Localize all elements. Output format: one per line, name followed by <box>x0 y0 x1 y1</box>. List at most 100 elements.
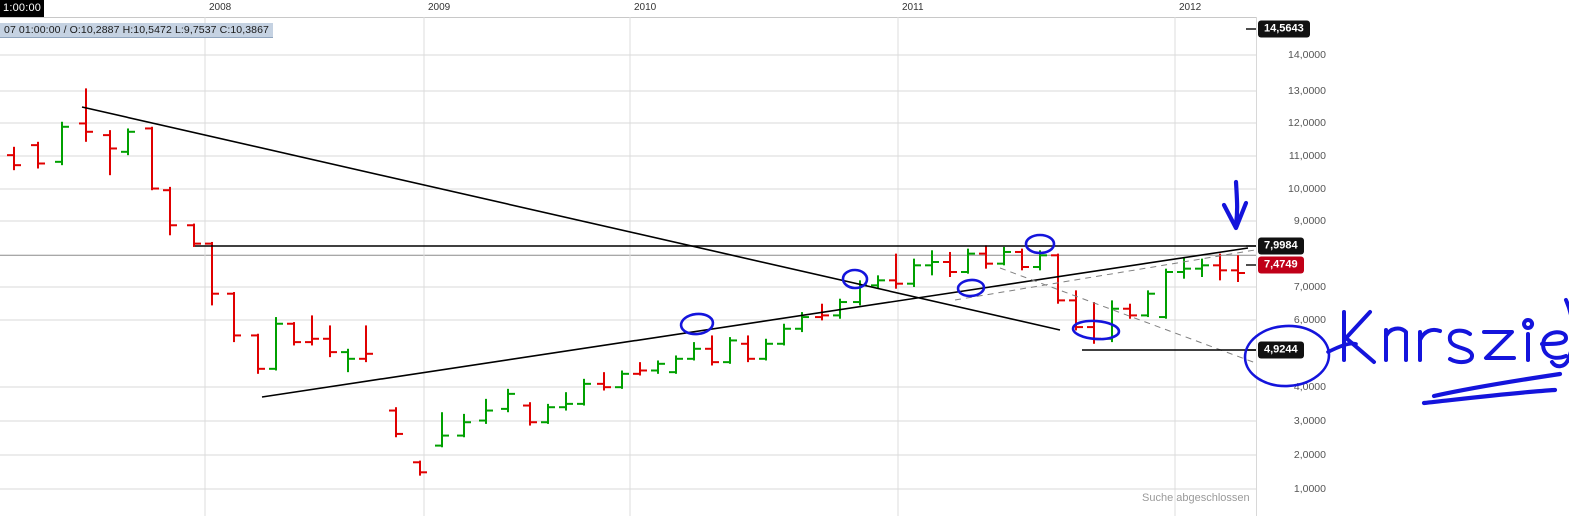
price-tick-label: 13,0000 <box>1288 85 1326 97</box>
ohlc-bar <box>687 342 701 361</box>
price-tick-label: 1,0000 <box>1293 483 1326 495</box>
underline-2 <box>1421 387 1558 406</box>
ohlc-bar <box>943 251 957 278</box>
ohlc-bar <box>1105 300 1119 343</box>
ohlc-bar <box>705 335 719 366</box>
chart-svg <box>0 17 1256 516</box>
search-status-text: Suche abgeschlossen <box>1142 492 1250 504</box>
ohlc-bar <box>1087 302 1101 344</box>
ohlc-bar <box>633 362 647 376</box>
trendlines <box>81 28 1256 398</box>
ohlc-bar <box>1141 290 1155 318</box>
ohlc-bar <box>305 315 319 346</box>
ohlc-bar <box>1051 253 1065 304</box>
year-label-2012: 2012 <box>1179 2 1202 13</box>
price-tick-label: 4,0000 <box>1293 381 1326 393</box>
projection-lower <box>999 267 1256 364</box>
last-price-tag[interactable]: 7,4749 <box>1258 256 1304 274</box>
time-cursor-label: 1:00:00 <box>0 0 45 17</box>
price-tick-label: 7,0000 <box>1293 281 1326 293</box>
chart-plot-area[interactable] <box>0 17 1256 516</box>
descending-resistance <box>81 106 1061 331</box>
ohlc-bar <box>1123 303 1137 319</box>
ohlc-bar <box>187 223 201 247</box>
price-axis[interactable]: 14,0000 13,0000 12,0000 11,0000 10,0000 9,000… <box>1256 17 1330 516</box>
ohlc-bar <box>341 348 355 373</box>
ohlc-bar <box>227 292 241 343</box>
price-tick-label: 2,0000 <box>1293 449 1326 461</box>
ohlc-bar <box>559 392 573 411</box>
ohlc-bar <box>759 338 773 361</box>
price-tick-label: 9,0000 <box>1293 215 1326 227</box>
ohlc-bar <box>389 407 403 438</box>
ascending-support <box>261 247 1249 398</box>
ohlc-bar <box>145 126 159 191</box>
ohlc-bar <box>651 360 665 374</box>
ohlc-bar <box>1015 248 1029 271</box>
ohlc-bar <box>79 88 93 142</box>
ohlc-bar <box>1177 256 1191 279</box>
underline-1 <box>1431 371 1563 399</box>
ohlc-bar <box>1231 255 1245 283</box>
year-gridlines <box>204 17 1176 516</box>
ink-z <box>1482 330 1516 360</box>
price-tick-label: 3,0000 <box>1293 415 1326 427</box>
year-label-2011: 2011 <box>902 2 924 13</box>
ohlc-bar <box>323 325 337 358</box>
ohlc-bar <box>615 370 629 389</box>
ink-i <box>1522 318 1535 362</box>
ink-l <box>1550 298 1569 369</box>
ohlc-bar <box>889 253 903 289</box>
ohlc-bar <box>523 402 537 426</box>
ohlc-bar <box>55 121 69 166</box>
ohlc-bar <box>1159 268 1173 319</box>
ohlc-bar <box>163 186 177 236</box>
ohlc-bar <box>541 403 555 424</box>
ohlc-bar <box>777 323 791 346</box>
ink-u <box>1384 326 1408 362</box>
ohlc-bar <box>121 128 135 156</box>
ohlc-bar <box>7 146 21 171</box>
ohlc-bar <box>871 275 885 289</box>
target-price-tag[interactable]: 4,9244 <box>1258 341 1304 359</box>
ink-s <box>1447 328 1474 365</box>
ohlc-bar <box>251 333 265 374</box>
ohlc-bar <box>31 141 45 169</box>
ohlc-bar <box>997 246 1011 266</box>
grid-lines <box>0 54 1256 490</box>
ohlc-bar <box>205 241 219 306</box>
ohlc-bar <box>501 388 515 413</box>
ohlc-bar <box>435 412 449 448</box>
price-tick-label: 12,0000 <box>1288 117 1326 129</box>
ohlc-bar <box>741 335 755 363</box>
time-axis[interactable]: 1:00:00 2008 2009 2010 2011 2012 <box>0 0 1329 18</box>
ohlc-bar <box>669 355 683 374</box>
ohlc-bar <box>287 322 301 346</box>
ohlc-bar <box>961 248 975 274</box>
ohlc-bar <box>597 372 611 391</box>
crosshair-price-tag[interactable]: 14,5643 <box>1258 20 1310 38</box>
year-label-2009: 2009 <box>428 2 451 13</box>
ohlc-bar <box>1033 250 1047 271</box>
resistance-price-tag[interactable]: 7,9984 <box>1258 237 1304 255</box>
ink-r <box>1418 327 1442 362</box>
ohlc-bar <box>979 245 993 269</box>
price-tick-label: 11,0000 <box>1288 150 1326 162</box>
ohlc-bar <box>103 130 117 176</box>
ink-e <box>1540 330 1568 360</box>
projection-upper <box>954 249 1256 301</box>
ohlc-bar <box>577 378 591 406</box>
ohlc-bar <box>457 413 471 438</box>
ohlc-bar <box>833 298 847 319</box>
ohlc-bar <box>359 325 373 363</box>
ink-K-arms <box>1344 310 1376 364</box>
ohlc-bar <box>1213 253 1227 281</box>
ohlc-bar <box>925 250 939 276</box>
ohlc-bar <box>479 398 493 424</box>
price-tick-label: 6,0000 <box>1293 314 1326 326</box>
ohlc-bar <box>1195 258 1209 278</box>
year-label-2008: 2008 <box>209 2 232 13</box>
ohlc-bar <box>723 337 737 364</box>
price-tick-label: 10,0000 <box>1288 183 1326 195</box>
